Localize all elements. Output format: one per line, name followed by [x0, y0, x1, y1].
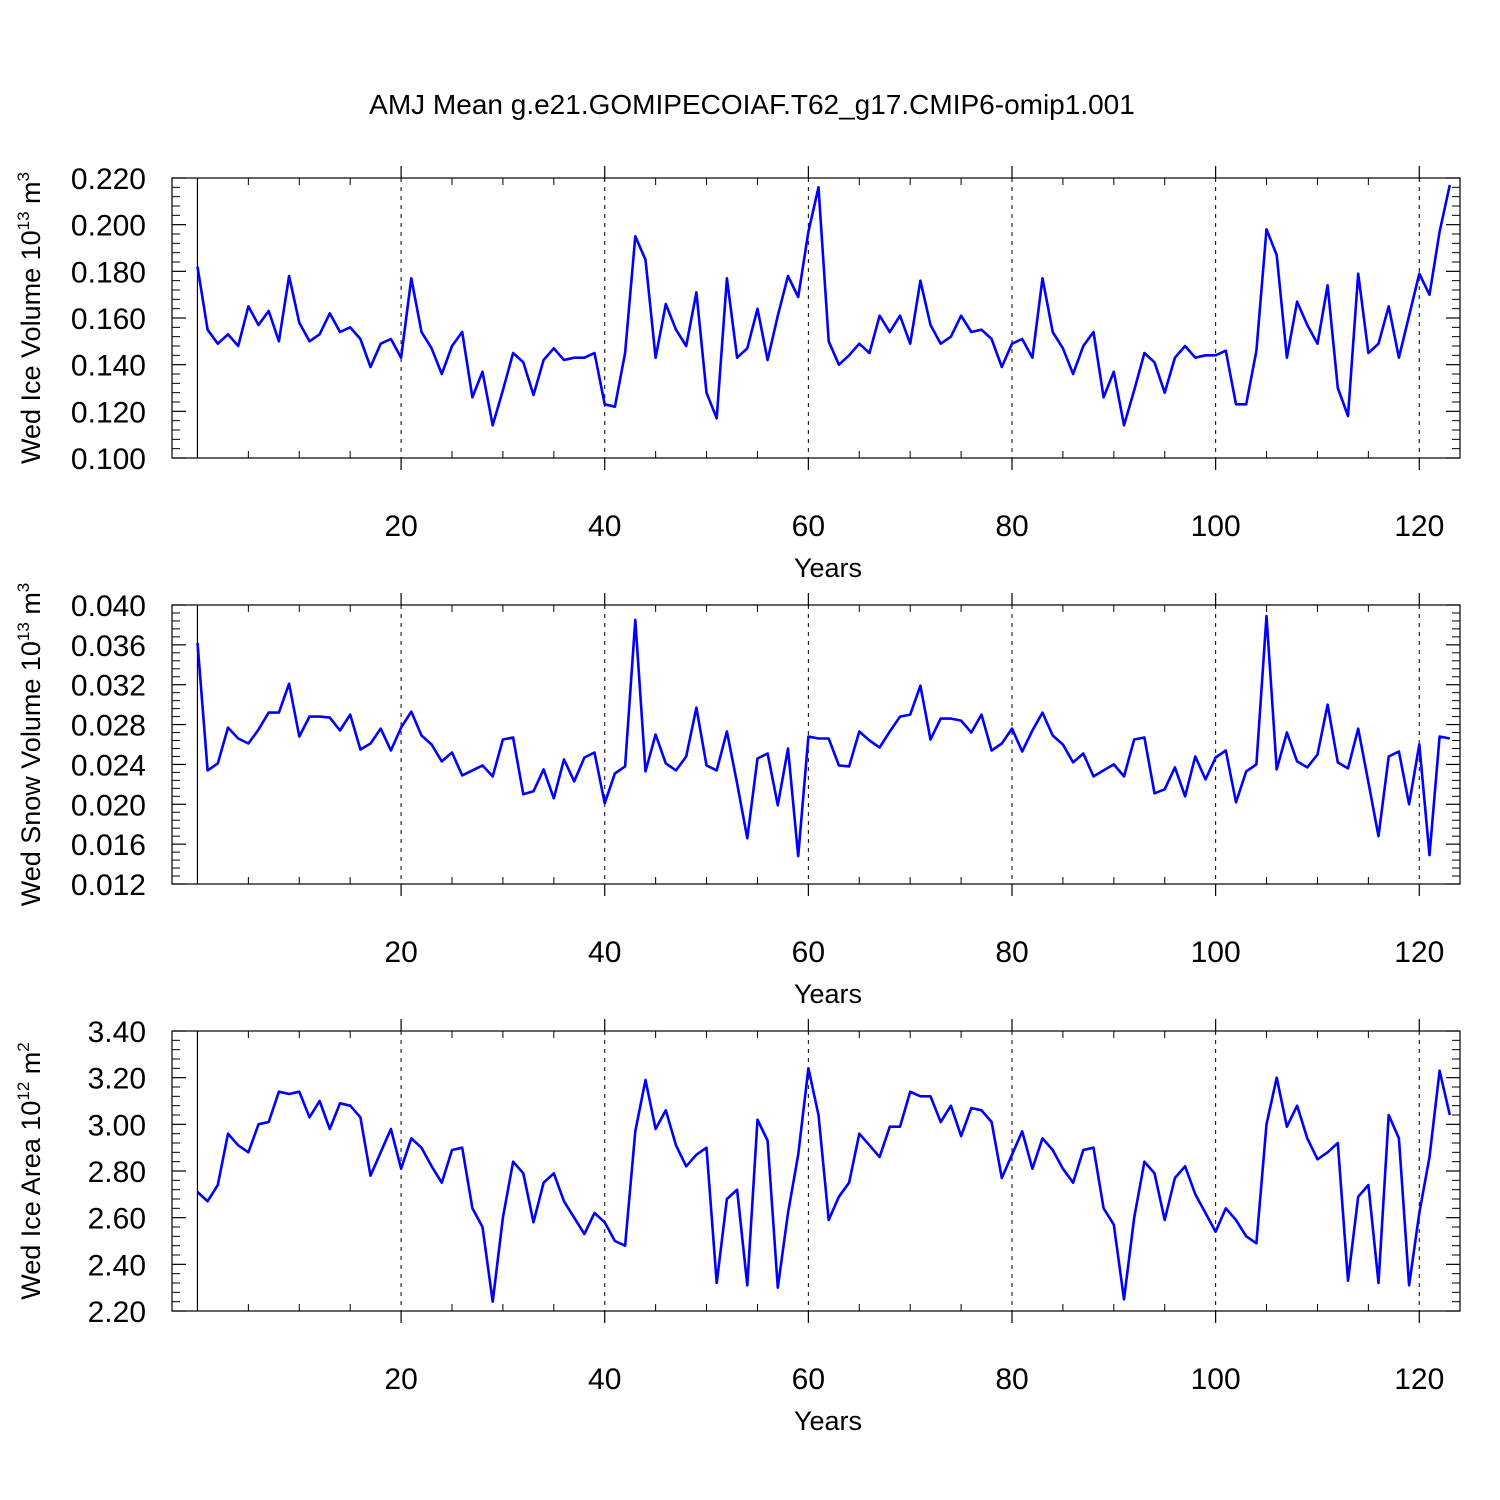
- snow-volume-y-tick-label-0.036: 0.036: [71, 630, 146, 663]
- ice-area-y-tick-label-3.20: 3.20: [88, 1063, 146, 1096]
- ice-area-x-tick-label-40: 40: [588, 1363, 621, 1396]
- ice-volume-x-tick-label-20: 20: [384, 510, 417, 543]
- ice-volume-y-tick-label-0.180: 0.180: [71, 256, 146, 289]
- snow-volume-y-tick-label-0.024: 0.024: [71, 749, 146, 782]
- ice-volume-y-tick-label-0.160: 0.160: [71, 303, 146, 336]
- ice-area-x-tick-label-120: 120: [1394, 1363, 1444, 1396]
- ice-area-y-axis-title: Wed Ice Area 1012 m2: [14, 1042, 46, 1300]
- snow-volume-y-axis-title-unit-power: 3: [14, 583, 33, 592]
- snow-volume-y-tick-label-0.012: 0.012: [71, 869, 146, 902]
- ice-area-y-axis-title-unit-power: 2: [14, 1042, 33, 1051]
- ice-volume-y-tick-label-0.100: 0.100: [71, 443, 146, 476]
- ice-volume-y-axis-title-main: Wed Ice Volume 10: [16, 230, 46, 464]
- ice-area-y-axis-title-exponent: 12: [14, 1082, 33, 1101]
- ice-area-x-tick-label-60: 60: [792, 1363, 825, 1396]
- ice-area-y-tick-label-2.60: 2.60: [88, 1203, 146, 1236]
- ice-volume-series-line: [196, 184, 1452, 427]
- ice-volume-x-tick-label-120: 120: [1394, 510, 1444, 543]
- snow-volume-x-tick-label-100: 100: [1191, 936, 1241, 969]
- ice-area-y-tick-label-3.00: 3.00: [88, 1109, 146, 1142]
- ice-area-x-tick-label-100: 100: [1191, 1363, 1241, 1396]
- ice-area-plot-frame: [171, 1030, 1461, 1312]
- ice-volume-x-tick-label-100: 100: [1191, 510, 1241, 543]
- ice-area-y-tick-label-3.40: 3.40: [88, 1016, 146, 1049]
- ice-volume-x-tick-label-80: 80: [995, 510, 1028, 543]
- snow-volume-x-tick-label-120: 120: [1394, 936, 1444, 969]
- snow-volume-y-tick-label-0.016: 0.016: [71, 829, 146, 862]
- snow-volume-y-axis-title: Wed Snow Volume 1013 m3: [14, 583, 46, 907]
- ice-volume-y-axis-title-exponent: 13: [14, 211, 33, 230]
- snow-volume-x-axis-title: Years: [794, 979, 862, 1009]
- snow-volume-y-axis-title-unit: m: [16, 592, 46, 622]
- snow-volume-y-tick-label-0.032: 0.032: [71, 670, 146, 703]
- snow-volume-plot-frame: [171, 604, 1461, 885]
- ice-area-y-axis-title-main: Wed Ice Area 10: [16, 1101, 46, 1300]
- ice-volume-x-tick-label-40: 40: [588, 510, 621, 543]
- ice-area-y-tick-label-2.40: 2.40: [88, 1249, 146, 1282]
- ice-area-y-tick-label-2.20: 2.20: [88, 1296, 146, 1329]
- snow-volume-y-tick-label-0.028: 0.028: [71, 710, 146, 743]
- ice-area-y-axis-title-unit: m: [16, 1052, 46, 1082]
- ice-area-x-tick-label-20: 20: [384, 1363, 417, 1396]
- snow-volume-y-tick-label-0.040: 0.040: [71, 590, 146, 623]
- ice-volume-y-axis-title-unit: m: [16, 181, 46, 211]
- ice-area-x-tick-label-80: 80: [995, 1363, 1028, 1396]
- ice-volume-y-axis-title: Wed Ice Volume 1013 m3: [14, 172, 46, 464]
- ice-volume-y-tick-label-0.200: 0.200: [71, 210, 146, 243]
- snow-volume-series-line: [196, 614, 1451, 858]
- ice-volume-plot-frame: [171, 177, 1461, 459]
- ice-area-series-line: [196, 1067, 1452, 1303]
- snow-volume-x-tick-label-20: 20: [384, 936, 417, 969]
- snow-volume-y-axis-title-main: Wed Snow Volume 10: [16, 641, 46, 906]
- snow-volume-x-tick-label-40: 40: [588, 936, 621, 969]
- snow-volume-x-tick-label-80: 80: [995, 936, 1028, 969]
- ice-volume-x-axis-title: Years: [794, 553, 862, 583]
- ice-area-panel: 20 40 60 80 100 120 Years 2.20 2.40 2.60 2.80 3.00 3…: [14, 1016, 1461, 1436]
- ice-volume-y-axis-title-unit-power: 3: [14, 172, 33, 181]
- snow-volume-panel: 20 40 60 80 100 120 Years 0.012 0.016 0.020 0.024 0…: [14, 583, 1461, 1009]
- ice-volume-y-tick-label-0.140: 0.140: [71, 350, 146, 383]
- ice-area-x-axis-title: Years: [794, 1406, 862, 1436]
- ice-volume-y-tick-label-0.220: 0.220: [71, 163, 146, 196]
- snow-volume-y-tick-label-0.020: 0.020: [71, 789, 146, 822]
- snow-volume-x-tick-label-60: 60: [792, 936, 825, 969]
- chart-title: AMJ Mean g.e21.GOMIPECOIAF.T62_g17.CMIP6…: [369, 89, 1135, 120]
- snow-volume-y-axis-title-exponent: 13: [14, 622, 33, 641]
- ice-volume-y-tick-label-0.120: 0.120: [71, 396, 146, 429]
- ice-volume-panel: 20 40 60 80 100 120 Years 0.100 0.120 0.140 0.160 0…: [14, 163, 1461, 583]
- ice-volume-x-tick-label-60: 60: [792, 510, 825, 543]
- ice-area-y-tick-label-2.80: 2.80: [88, 1156, 146, 1189]
